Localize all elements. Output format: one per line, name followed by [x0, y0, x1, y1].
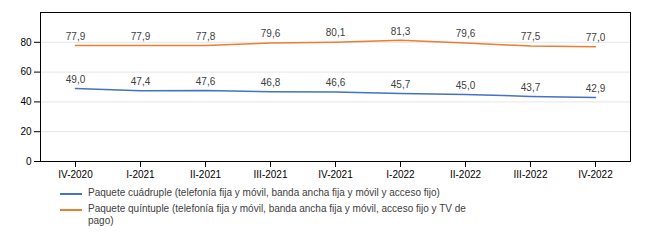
svg-text:III-2021: III-2021	[254, 169, 288, 180]
svg-text:IV-2021: IV-2021	[318, 169, 353, 180]
svg-text:77,9: 77,9	[66, 31, 86, 42]
svg-text:81,3: 81,3	[391, 26, 411, 37]
svg-text:I-2021: I-2021	[126, 169, 155, 180]
svg-text:43,7: 43,7	[521, 82, 541, 93]
svg-text:46,8: 46,8	[261, 77, 281, 88]
svg-text:I-2022: I-2022	[386, 169, 415, 180]
svg-text:80: 80	[20, 37, 32, 48]
svg-text:46,6: 46,6	[326, 77, 346, 88]
svg-text:60: 60	[20, 66, 32, 77]
svg-text:42,9: 42,9	[586, 83, 606, 94]
svg-text:IV-2020: IV-2020	[58, 169, 93, 180]
svg-text:77,8: 77,8	[196, 31, 216, 42]
svg-text:III-2022: III-2022	[514, 169, 548, 180]
html-text:Paquete cuádruple (telefonía f: Paquete cuádruple (telefonía fija y móvi…	[88, 187, 440, 198]
svg-text:80,1: 80,1	[326, 27, 346, 38]
svg-text:79,6: 79,6	[456, 28, 476, 39]
svg-text:47,4: 47,4	[131, 76, 151, 87]
svg-text:40: 40	[20, 96, 32, 107]
svg-text:77,5: 77,5	[521, 31, 541, 42]
svg-text:II-2021: II-2021	[190, 169, 222, 180]
svg-text:0: 0	[26, 156, 32, 167]
svg-text:45,7: 45,7	[391, 79, 411, 90]
svg-text:II-2022: II-2022	[450, 169, 482, 180]
svg-text:77,0: 77,0	[586, 32, 606, 43]
svg-text:20: 20	[20, 126, 32, 137]
svg-text:45,0: 45,0	[456, 80, 476, 91]
html-text:Paquete quíntuple (telefonía f: Paquete quíntuple (telefonía fija y móvi…	[88, 203, 466, 226]
svg-text:IV-2022: IV-2022	[578, 169, 613, 180]
svg-text:77,9: 77,9	[131, 31, 151, 42]
svg-text:49,0: 49,0	[66, 74, 86, 85]
svg-text:47,6: 47,6	[196, 76, 216, 87]
svg-text:79,6: 79,6	[261, 28, 281, 39]
